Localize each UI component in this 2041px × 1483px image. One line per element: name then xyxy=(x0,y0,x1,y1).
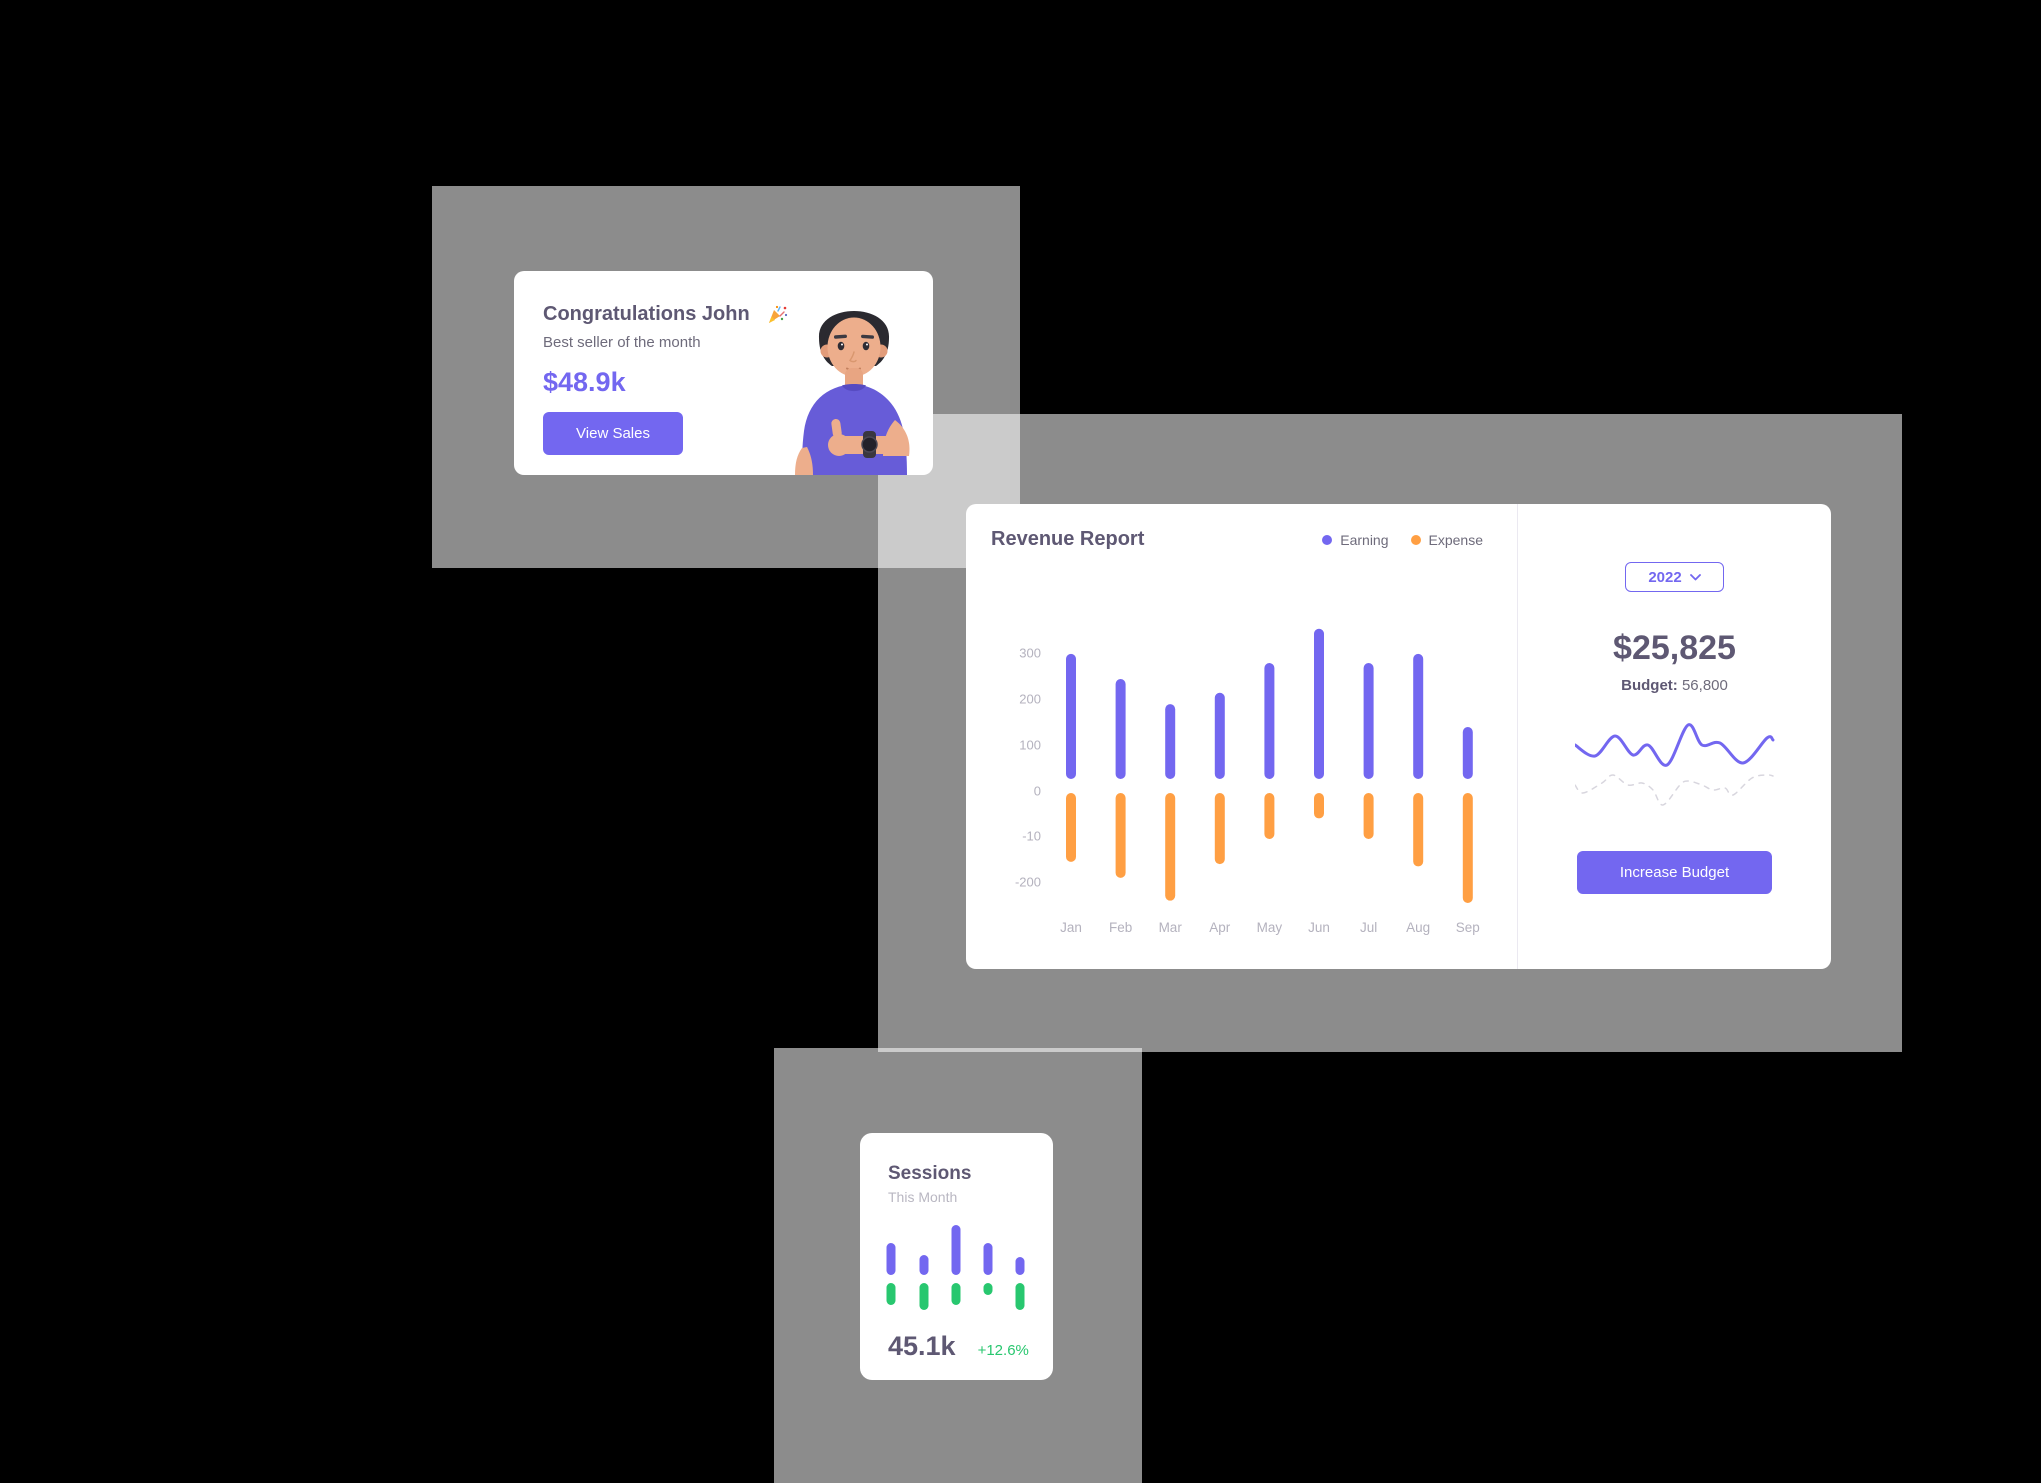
revenue-report-card: Revenue Report Earning Expense 300 200 100… xyxy=(966,504,1831,969)
budget-value: 56,800 xyxy=(1681,677,1728,694)
congrats-subtitle: Best seller of the month xyxy=(543,334,701,351)
svg-text:Feb: Feb xyxy=(1109,920,1132,935)
svg-text:Jun: Jun xyxy=(1308,920,1330,935)
sessions-delta-badge: +12.6% xyxy=(977,1342,1029,1359)
budget-label: Budget: xyxy=(1621,677,1678,694)
view-sales-button[interactable]: View Sales xyxy=(543,412,683,455)
svg-text:May: May xyxy=(1257,920,1283,935)
increase-budget-button[interactable]: Increase Budget xyxy=(1577,851,1772,894)
legend-item-expense: Expense xyxy=(1410,531,1483,548)
svg-text:-200: -200 xyxy=(1015,875,1041,890)
svg-text:0: 0 xyxy=(1034,784,1041,799)
party-popper-icon xyxy=(768,305,787,323)
congrats-title: Congratulations John 🎉 xyxy=(543,303,788,326)
legend-item-earning: Earning xyxy=(1322,531,1389,548)
congrats-card: Congratulations John 🎉 Best seller of th… xyxy=(514,271,933,475)
chevron-down-icon xyxy=(1689,573,1701,580)
budget-sparkline-chart xyxy=(1574,723,1774,806)
svg-text:Apr: Apr xyxy=(1209,920,1231,935)
svg-text:-10: -10 xyxy=(1022,829,1041,844)
congrats-amount: $48.9k xyxy=(543,367,626,397)
budget-line: Budget: 56,800 xyxy=(1621,677,1728,694)
sessions-card: Sessions This Month 45.1k +12.6% xyxy=(860,1133,1053,1380)
sessions-title: Sessions xyxy=(888,1163,972,1184)
revenue-chart-section: Revenue Report Earning Expense 300 200 100… xyxy=(966,504,1517,969)
svg-text:300: 300 xyxy=(1019,646,1041,661)
budget-section: 2022 $25,825 Budget: 56,800 Increase Bud… xyxy=(1517,504,1831,969)
legend-expense-label: Expense xyxy=(1428,531,1483,548)
svg-text:Jul: Jul xyxy=(1360,920,1377,935)
congrats-title-text: Congratulations John xyxy=(543,303,750,325)
chart-legend: Earning Expense xyxy=(1322,532,1483,548)
svg-text:Aug: Aug xyxy=(1406,920,1430,935)
expense-dot-icon xyxy=(1410,534,1421,545)
sessions-subtitle: This Month xyxy=(888,1189,958,1205)
svg-text:200: 200 xyxy=(1019,692,1041,707)
character-illustration xyxy=(795,311,910,475)
legend-earning-label: Earning xyxy=(1340,531,1389,548)
year-selector-label: 2022 xyxy=(1648,568,1682,586)
svg-text:Mar: Mar xyxy=(1159,920,1183,935)
budget-amount: $25,825 xyxy=(1613,629,1736,667)
sessions-value: 45.1k xyxy=(888,1331,956,1361)
revenue-bar-chart: 300 200 100 0 -10 -200 Jan Feb Mar Apr May Jun Jul Au… xyxy=(1015,628,1480,935)
earning-dot-icon xyxy=(1322,534,1333,545)
svg-text:100: 100 xyxy=(1019,738,1041,753)
year-selector-button[interactable]: 2022 xyxy=(1625,562,1724,592)
svg-text:Sep: Sep xyxy=(1456,920,1480,935)
sessions-mini-chart xyxy=(886,1225,1025,1310)
revenue-report-title: Revenue Report xyxy=(991,528,1145,550)
svg-text:Jan: Jan xyxy=(1060,920,1082,935)
